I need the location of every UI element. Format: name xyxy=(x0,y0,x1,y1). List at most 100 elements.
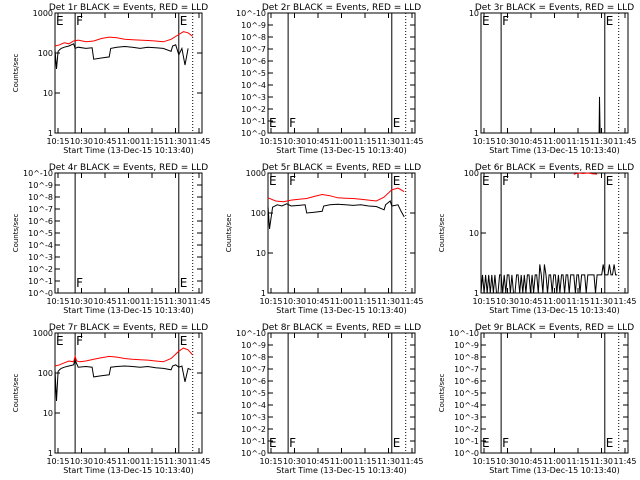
chart-panel-det-8: Det 8r BLACK = Events, RED = LLD 10^-0 10^… xyxy=(236,323,423,475)
y-tick-label: 10^-1 xyxy=(241,117,266,126)
chart-title: Det 3r BLACK = Events, RED = LLD xyxy=(475,3,634,13)
y-tick-label: 10^-4 xyxy=(454,401,479,410)
chart-panel-det-1: Det 1r BLACK = Events, RED = LLD Counts/s… xyxy=(12,3,211,155)
y-tick-label: 10^-10 xyxy=(236,329,266,338)
y-tick-label: 1000 xyxy=(246,169,266,178)
chart-panel-det-3: Det 3r BLACK = Events, RED = LLD 1 10 10:15… xyxy=(469,3,637,155)
x-tick-label: 10:30 xyxy=(496,137,519,146)
y-tick-label: 10^-0 xyxy=(241,129,266,138)
y-tick-label: 10^-0 xyxy=(454,449,479,458)
x-tick-label: 11:45 xyxy=(613,457,636,466)
time-marker-label: E xyxy=(482,14,490,28)
y-tick-label: 10 xyxy=(43,409,53,418)
y-tick-label: 10^-2 xyxy=(241,105,266,114)
y-tick-label: 10^-8 xyxy=(241,353,266,362)
time-marker-label: E xyxy=(393,116,401,130)
x-tick-label: 11:30 xyxy=(377,137,400,146)
y-tick-label: 10^-8 xyxy=(241,33,266,42)
x-tick-label: 11:45 xyxy=(187,457,210,466)
plot-frame xyxy=(267,332,416,454)
chart-title: Det 6r BLACK = Events, RED = LLD xyxy=(475,163,634,173)
y-tick-label: 1000 xyxy=(33,9,53,18)
x-tick-label: 10:45 xyxy=(306,297,329,306)
y-tick-label: 10^-10 xyxy=(449,329,479,338)
x-tick-label: 11:45 xyxy=(613,137,636,146)
x-axis-label: Start Time (13-Dec-15 10:13:40) xyxy=(489,306,620,315)
x-tick-label: 11:00 xyxy=(117,457,140,466)
plot-frame xyxy=(267,12,416,134)
y-tick-label: 10^-7 xyxy=(28,205,53,214)
y-tick-label: 10^-6 xyxy=(241,57,266,66)
x-axis-label: Start Time (13-Dec-15 10:13:40) xyxy=(276,306,407,315)
x-tick-label: 10:45 xyxy=(93,297,116,306)
x-tick-label: 11:45 xyxy=(187,297,210,306)
y-tick-label: 10 xyxy=(469,9,479,18)
y-tick-label: 100 xyxy=(38,369,53,378)
y-tick-label: 10^-5 xyxy=(241,69,266,78)
y-tick-label: 10^-1 xyxy=(454,437,479,446)
time-marker-label: F xyxy=(289,436,296,450)
y-tick-label: 100 xyxy=(464,169,479,178)
time-marker-label: E xyxy=(393,174,401,188)
x-tick-label: 10:45 xyxy=(519,297,542,306)
chart-title: Det 1r BLACK = Events, RED = LLD xyxy=(49,3,208,13)
x-tick-label: 11:45 xyxy=(613,297,636,306)
x-axis-label: Start Time (13-Dec-15 10:13:40) xyxy=(63,466,194,475)
x-tick-label: 10:45 xyxy=(306,137,329,146)
time-marker-label: E xyxy=(606,436,614,450)
x-tick-label: 10:30 xyxy=(70,457,93,466)
y-tick-label: 1 xyxy=(261,289,266,298)
y-tick-label: 10^-1 xyxy=(28,277,53,286)
x-tick-label: 11:30 xyxy=(590,137,613,146)
y-axis-label: Counts/sec xyxy=(438,374,446,413)
x-tick-label: 10:15 xyxy=(472,457,495,466)
x-tick-label: 11:00 xyxy=(117,297,140,306)
y-axis-label: Counts/sec xyxy=(438,214,446,253)
time-marker-label: E xyxy=(606,174,614,188)
x-tick-label: 11:45 xyxy=(400,297,423,306)
x-axis-label: Start Time (13-Dec-15 10:13:40) xyxy=(276,146,407,155)
x-tick-label: 10:15 xyxy=(259,297,282,306)
y-tick-label: 10^-7 xyxy=(454,365,479,374)
chart-title: Det 5r BLACK = Events, RED = LLD xyxy=(262,163,421,173)
time-marker-label: F xyxy=(289,174,296,188)
time-marker-label: E xyxy=(269,436,277,450)
x-tick-label: 10:30 xyxy=(70,297,93,306)
time-marker-label: F xyxy=(502,174,509,188)
y-tick-label: 10^-2 xyxy=(454,425,479,434)
y-tick-label: 10^-6 xyxy=(241,377,266,386)
x-axis-label: Start Time (13-Dec-15 10:13:40) xyxy=(63,306,194,315)
x-tick-label: 11:45 xyxy=(400,457,423,466)
x-tick-label: 11:00 xyxy=(543,457,566,466)
x-axis-label: Start Time (13-Dec-15 10:13:40) xyxy=(63,146,194,155)
time-marker-label: F xyxy=(76,14,83,28)
time-marker-label: E xyxy=(56,334,64,348)
chart-panel-det-9: Det 9r BLACK = Events, RED = LLD Counts/s… xyxy=(438,323,637,475)
y-tick-label: 10^-5 xyxy=(28,229,53,238)
y-tick-label: 10 xyxy=(256,249,266,258)
time-marker-label: E xyxy=(606,14,614,28)
x-tick-label: 11:00 xyxy=(330,137,353,146)
time-marker-label: F xyxy=(76,334,83,348)
x-tick-label: 10:15 xyxy=(46,297,69,306)
y-tick-label: 10^-6 xyxy=(28,217,53,226)
events-series-line xyxy=(54,43,189,69)
chart-title: Det 9r BLACK = Events, RED = LLD xyxy=(475,323,634,333)
plot-frame xyxy=(54,172,203,294)
x-tick-label: 11:30 xyxy=(590,457,613,466)
x-tick-label: 11:30 xyxy=(377,457,400,466)
time-marker-label: F xyxy=(502,14,509,28)
chart-panel-det-6: Det 6r BLACK = Events, RED = LLD Counts/s… xyxy=(438,163,637,315)
y-tick-label: 10^-4 xyxy=(28,241,53,250)
y-axis-label: Counts/sec xyxy=(225,214,233,253)
y-axis-label: Counts/sec xyxy=(12,374,20,413)
y-tick-label: 10^-8 xyxy=(454,353,479,362)
x-tick-label: 10:30 xyxy=(283,297,306,306)
y-tick-label: 10^-7 xyxy=(241,365,266,374)
x-tick-label: 11:00 xyxy=(543,297,566,306)
x-tick-label: 11:00 xyxy=(117,137,140,146)
x-tick-label: 10:30 xyxy=(283,137,306,146)
y-tick-label: 10^-0 xyxy=(241,449,266,458)
y-tick-label: 10^-10 xyxy=(236,9,266,18)
